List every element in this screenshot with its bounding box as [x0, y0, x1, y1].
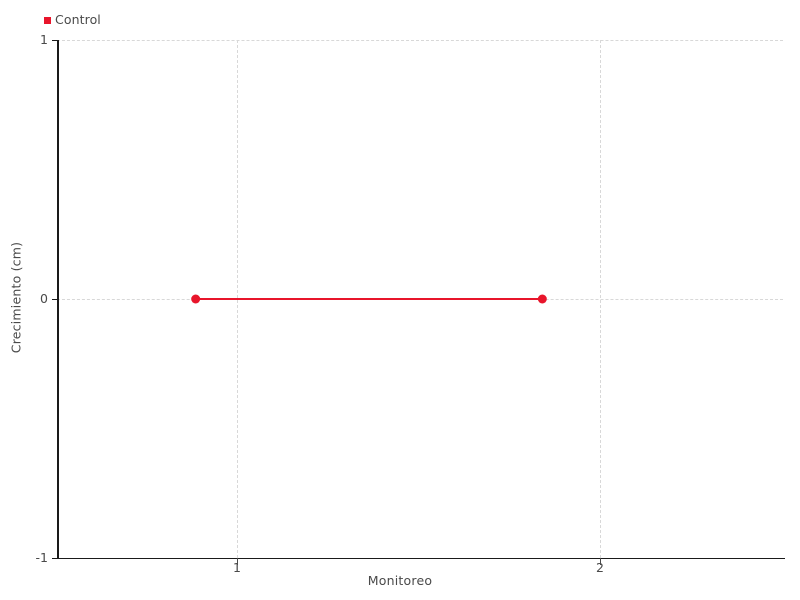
y-tick-mark-0: [52, 299, 58, 301]
x-tick-label-1: 1: [233, 560, 241, 575]
y-tick-label-0: 0: [40, 291, 48, 306]
y-tick-label--1: -1: [35, 550, 48, 565]
chart-legend: Control: [44, 12, 101, 28]
gridline-y-0: [57, 299, 783, 300]
y-axis-title: Crecimiento (cm): [8, 241, 24, 354]
legend-label-control: Control: [55, 12, 101, 27]
x-axis-line: [57, 557, 785, 560]
gridline-x-2: [600, 40, 601, 558]
x-axis-title: Monitoreo: [367, 573, 433, 588]
x-tick-mark-1: [237, 558, 239, 565]
gridline-x-1: [237, 40, 238, 558]
y-tick-label-1: 1: [40, 32, 48, 47]
legend-marker-control: [44, 16, 51, 24]
x-tick-mark-2: [600, 558, 602, 565]
x-tick-label-2: 2: [596, 560, 604, 575]
y-tick-mark-1: [52, 40, 58, 42]
y-tick-mark--1: [52, 558, 58, 560]
gridline-y-1: [57, 40, 783, 41]
